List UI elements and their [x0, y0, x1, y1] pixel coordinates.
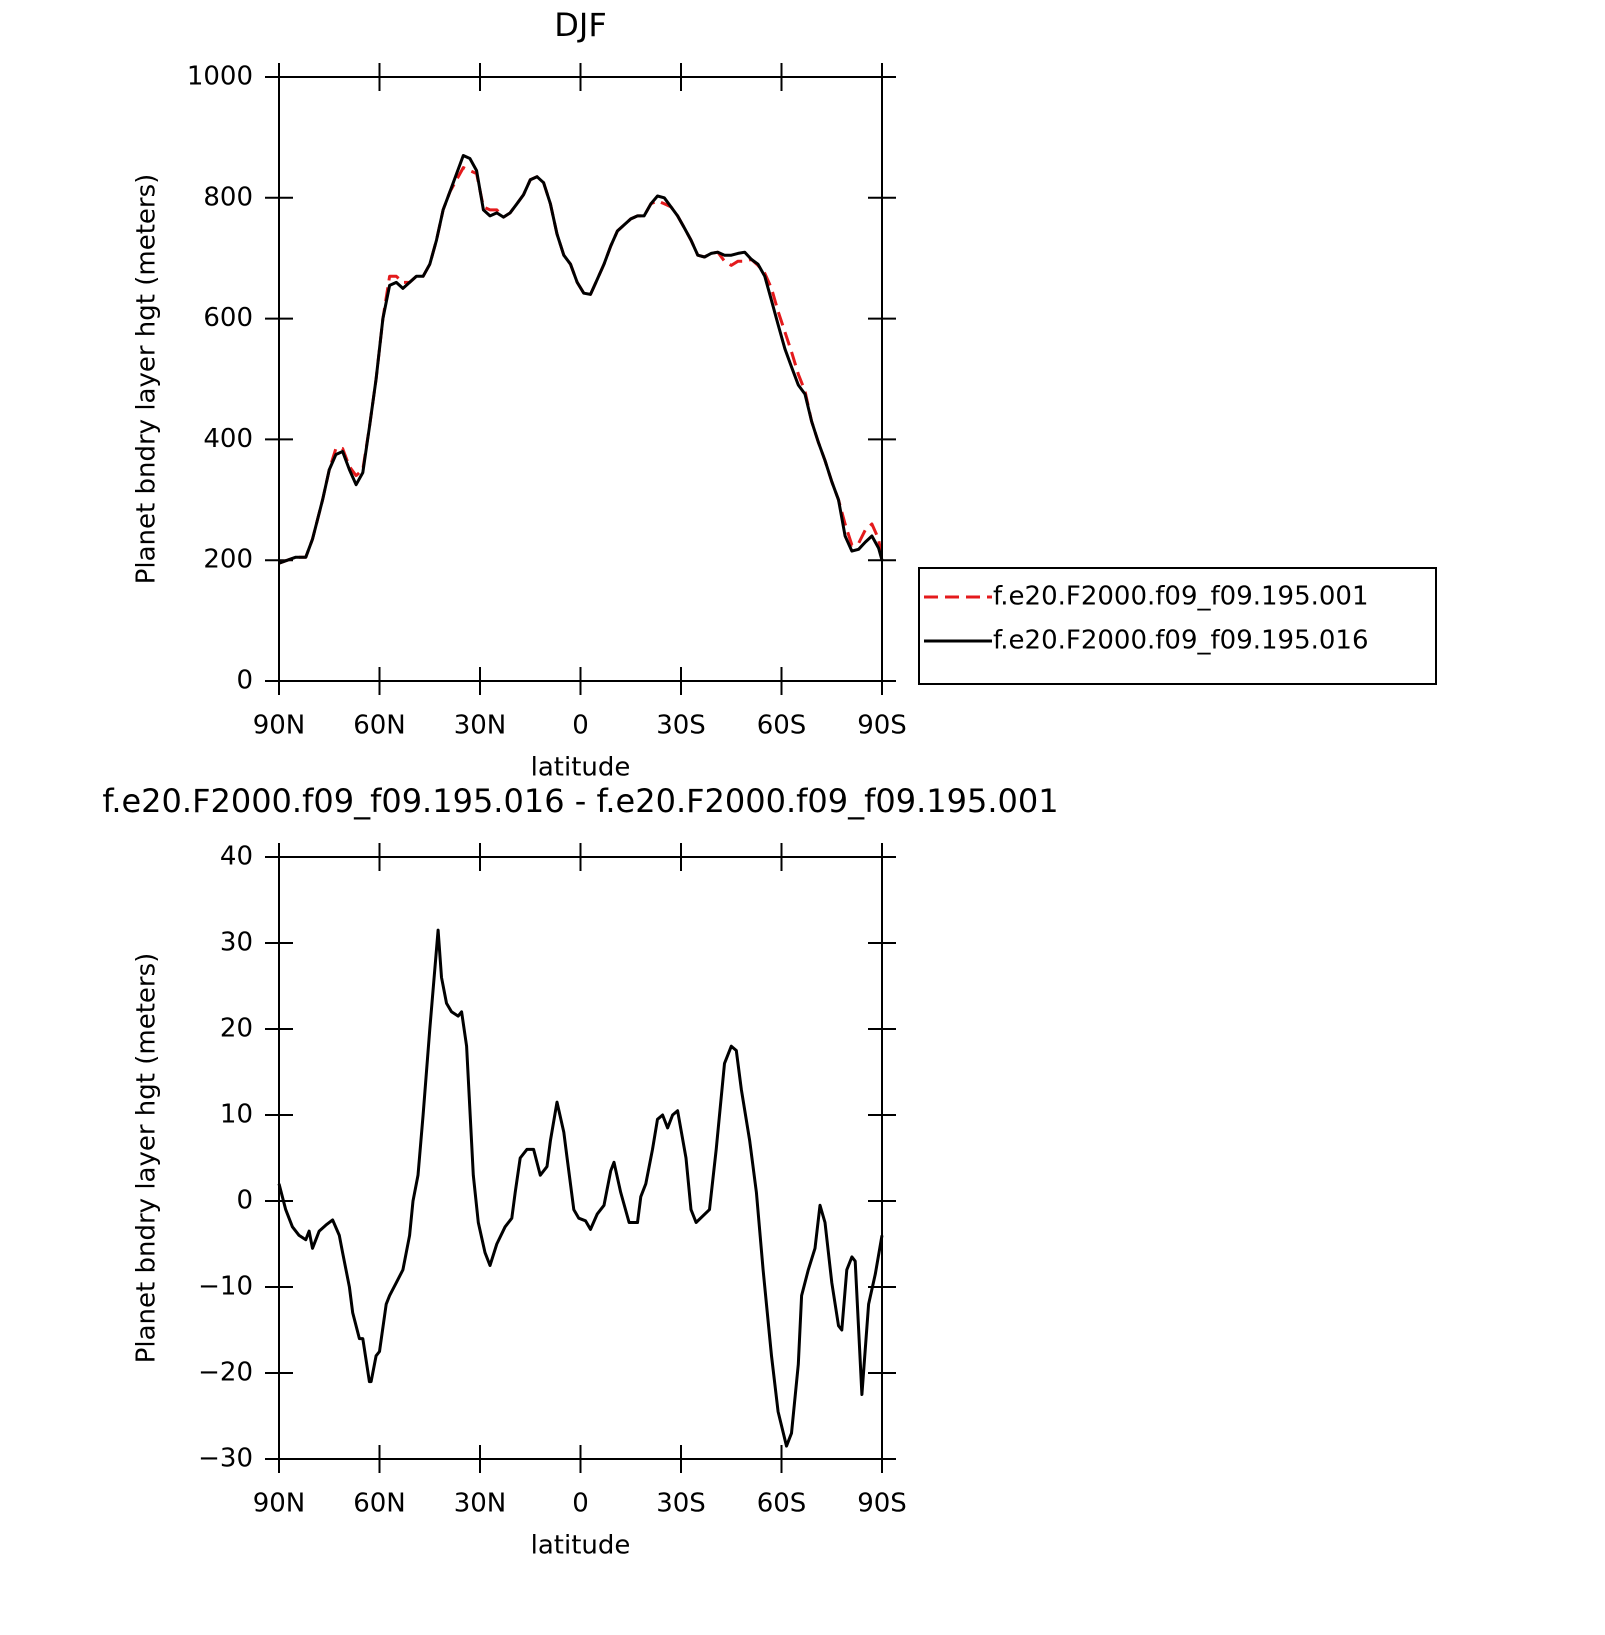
x-tick-label: 90S — [857, 711, 907, 741]
chart-title: DJF — [554, 6, 606, 44]
x-tick-label: 90N — [253, 1489, 306, 1519]
plot-frame — [278, 76, 883, 682]
y-tick-label: 0 — [236, 666, 253, 696]
x-tick-label: 60N — [353, 1489, 406, 1519]
x-tick-label: 0 — [572, 711, 589, 741]
x-axis-label: latitude — [531, 1531, 631, 1561]
y-axis-label: Planet bndry layer hgt (meters) — [132, 174, 162, 585]
x-tick-label: 30S — [656, 1489, 706, 1519]
y-tick-label: 10 — [220, 1100, 253, 1130]
plot-frame — [278, 856, 883, 1460]
y-tick-label: 0 — [236, 1186, 253, 1216]
legend-label: f.e20.F2000.f09_f09.195.016 — [993, 626, 1369, 656]
data-line — [278, 154, 884, 565]
y-tick-label: 20 — [220, 1014, 253, 1044]
data-line — [277, 928, 884, 1448]
x-tick-label: 90N — [253, 711, 306, 741]
y-axis-label: Planet bndry layer hgt (meters) — [132, 953, 162, 1364]
legend-label: f.e20.F2000.f09_f09.195.001 — [993, 582, 1369, 612]
x-tick-label: 30S — [656, 711, 706, 741]
x-tick-label: 60S — [757, 1489, 807, 1519]
x-tick-label: 0 — [572, 1489, 589, 1519]
y-tick-label: 600 — [203, 303, 253, 333]
x-tick-label: 30N — [454, 1489, 507, 1519]
y-tick-label: −10 — [198, 1272, 253, 1302]
y-tick-label: 1000 — [187, 62, 253, 92]
y-tick-label: 40 — [220, 842, 253, 872]
x-tick-label: 30N — [454, 711, 507, 741]
x-tick-label: 90S — [857, 1489, 907, 1519]
x-tick-label: 60S — [757, 711, 807, 741]
y-tick-label: 400 — [203, 424, 253, 454]
y-tick-label: −20 — [198, 1358, 253, 1388]
y-tick-label: 30 — [220, 928, 253, 958]
y-tick-label: −30 — [198, 1444, 253, 1474]
y-tick-label: 200 — [203, 545, 253, 575]
x-axis-label: latitude — [531, 753, 631, 783]
chart-title: f.e20.F2000.f09_f09.195.016 - f.e20.F200… — [102, 782, 1058, 820]
legend-box — [918, 567, 1437, 685]
x-tick-label: 60N — [353, 711, 406, 741]
y-tick-label: 800 — [203, 182, 253, 212]
